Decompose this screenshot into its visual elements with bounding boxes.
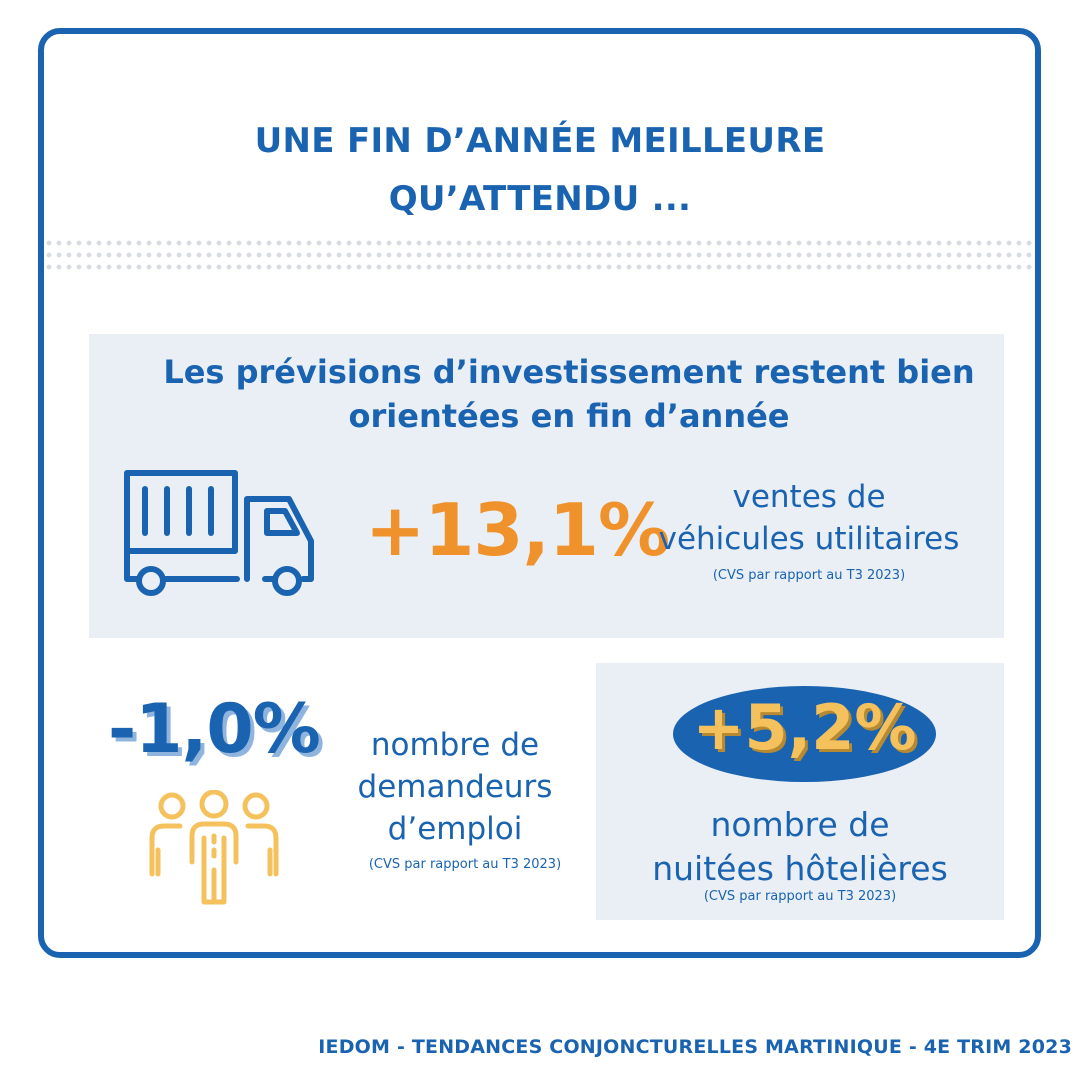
investment-heading-line-2: orientées en fin d’année bbox=[348, 397, 790, 435]
job-seekers-label-line-2: demandeurs bbox=[357, 769, 553, 805]
vehicle-sales-label-line-1: ventes de bbox=[732, 479, 886, 515]
hotel-value-badge bbox=[673, 686, 936, 782]
vehicle-sales-label-line-2: véhicules utilitaires bbox=[658, 521, 960, 557]
page-title: UNE FIN D’ANNÉE MEILLEURE QU’ATTENDU ... bbox=[0, 112, 1080, 228]
vehicle-sales-note: (CVS par rapport au T3 2023) bbox=[712, 568, 906, 583]
job-seekers-value: -1,0% bbox=[108, 690, 321, 769]
people-group-icon bbox=[149, 790, 279, 905]
hotel-nights-label-line-2: nuitées hôtelières bbox=[652, 849, 948, 888]
job-seekers-note: (CVS par rapport au T3 2023) bbox=[368, 857, 562, 872]
investment-heading: Les prévisions d’investissement restent … bbox=[139, 350, 999, 438]
investment-heading-line-1: Les prévisions d’investissement restent … bbox=[163, 353, 975, 391]
title-line-1: UNE FIN D’ANNÉE MEILLEURE bbox=[254, 121, 826, 161]
job-seekers-label-line-3: d’emploi bbox=[387, 811, 523, 847]
vehicle-sales-value: +13,1% bbox=[365, 488, 670, 572]
job-seekers-label-line-1: nombre de bbox=[370, 727, 540, 763]
title-line-2: QU’ATTENDU ... bbox=[388, 179, 692, 219]
hotel-nights-label-line-1: nombre de bbox=[710, 805, 890, 844]
footer-source: IEDOM - TENDANCES CONJONCTURELLES MARTIN… bbox=[318, 1036, 1072, 1058]
dotted-divider bbox=[44, 237, 1036, 273]
truck-icon bbox=[124, 470, 314, 596]
hotel-nights-value: +5,2% bbox=[692, 691, 917, 764]
vehicle-sales-label: ventes de véhicules utilitaires bbox=[629, 476, 989, 560]
investment-panel: Les prévisions d’investissement restent … bbox=[89, 334, 1004, 638]
job-seekers-label: nombre de demandeurs d’emploi bbox=[330, 724, 580, 850]
hotel-nights-note: (CVS par rapport au T3 2023) bbox=[703, 889, 897, 904]
hotel-nights-label: nombre de nuitées hôtelières bbox=[596, 803, 1004, 891]
hotel-panel: +5,2% nombre de nuitées hôtelières (CVS … bbox=[596, 663, 1004, 920]
